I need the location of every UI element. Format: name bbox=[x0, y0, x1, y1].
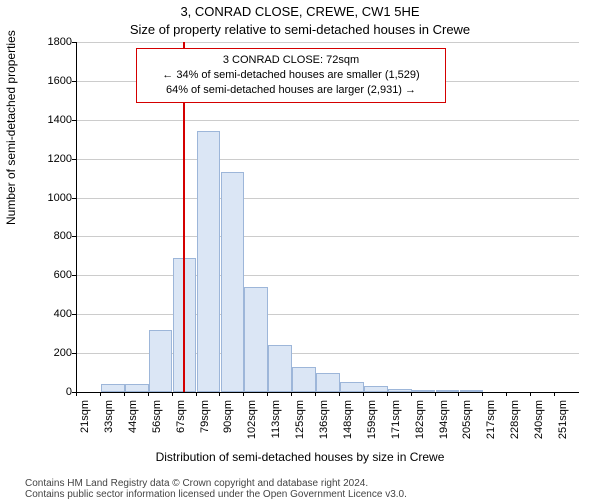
x-tick-label: 125sqm bbox=[295, 400, 306, 448]
x-tick-label: 90sqm bbox=[223, 400, 234, 448]
x-tick-label: 102sqm bbox=[247, 400, 258, 448]
y-tick-label: 400 bbox=[22, 309, 72, 320]
x-tick bbox=[363, 392, 364, 396]
y-tick bbox=[72, 275, 76, 276]
histogram-bar bbox=[412, 390, 436, 392]
chart-root: 3, CONRAD CLOSE, CREWE, CW1 5HE Size of … bbox=[0, 0, 600, 500]
y-tick-label: 1000 bbox=[22, 193, 72, 204]
y-tick-label: 1400 bbox=[22, 115, 72, 126]
x-tick-label: 240sqm bbox=[534, 400, 545, 448]
x-tick bbox=[411, 392, 412, 396]
y-tick bbox=[72, 314, 76, 315]
attribution-line: Contains public sector information licen… bbox=[25, 489, 407, 500]
annotation-line: ← 34% of semi-detached houses are smalle… bbox=[145, 68, 437, 83]
y-tick-label: 600 bbox=[22, 270, 72, 281]
histogram-bar bbox=[268, 345, 292, 392]
attribution-text: Contains HM Land Registry data © Crown c… bbox=[25, 478, 407, 500]
x-tick bbox=[243, 392, 244, 396]
gridline bbox=[77, 159, 579, 160]
histogram-bar bbox=[340, 382, 364, 392]
x-tick-label: 171sqm bbox=[391, 400, 402, 448]
x-tick bbox=[506, 392, 507, 396]
y-tick bbox=[72, 236, 76, 237]
gridline bbox=[77, 275, 579, 276]
histogram-bar bbox=[221, 172, 245, 392]
histogram-bar bbox=[244, 287, 268, 392]
x-tick bbox=[291, 392, 292, 396]
histogram-bar bbox=[125, 384, 149, 392]
x-tick-label: 21sqm bbox=[80, 400, 91, 448]
x-tick bbox=[435, 392, 436, 396]
x-tick bbox=[100, 392, 101, 396]
x-tick-label: 217sqm bbox=[486, 400, 497, 448]
x-tick-label: 33sqm bbox=[104, 400, 115, 448]
histogram-bar bbox=[364, 386, 388, 392]
x-tick bbox=[172, 392, 173, 396]
x-tick bbox=[315, 392, 316, 396]
histogram-bar bbox=[101, 384, 125, 392]
histogram-bar bbox=[316, 373, 340, 392]
x-tick-label: 159sqm bbox=[367, 400, 378, 448]
annotation-box: 3 CONRAD CLOSE: 72sqm← 34% of semi-detac… bbox=[136, 48, 446, 103]
x-tick bbox=[458, 392, 459, 396]
x-tick bbox=[339, 392, 340, 396]
histogram-bar bbox=[436, 390, 460, 392]
x-tick-label: 228sqm bbox=[510, 400, 521, 448]
gridline bbox=[77, 314, 579, 315]
y-tick bbox=[72, 159, 76, 160]
chart-title: 3, CONRAD CLOSE, CREWE, CW1 5HE bbox=[0, 4, 600, 19]
chart-subtitle: Size of property relative to semi-detach… bbox=[0, 22, 600, 37]
x-tick-label: 136sqm bbox=[319, 400, 330, 448]
x-tick bbox=[267, 392, 268, 396]
x-tick bbox=[530, 392, 531, 396]
gridline bbox=[77, 42, 579, 43]
x-axis-label: Distribution of semi-detached houses by … bbox=[0, 450, 600, 464]
histogram-bar bbox=[149, 330, 173, 392]
y-tick bbox=[72, 353, 76, 354]
x-tick-label: 79sqm bbox=[200, 400, 211, 448]
y-tick bbox=[72, 81, 76, 82]
histogram-bar bbox=[460, 390, 484, 392]
x-tick bbox=[124, 392, 125, 396]
x-tick bbox=[482, 392, 483, 396]
x-tick bbox=[219, 392, 220, 396]
x-tick-label: 205sqm bbox=[462, 400, 473, 448]
annotation-line: 3 CONRAD CLOSE: 72sqm bbox=[145, 53, 437, 68]
y-tick-label: 200 bbox=[22, 348, 72, 359]
x-tick bbox=[196, 392, 197, 396]
y-tick-label: 1800 bbox=[22, 37, 72, 48]
x-tick-label: 44sqm bbox=[128, 400, 139, 448]
x-tick bbox=[387, 392, 388, 396]
y-tick-label: 1200 bbox=[22, 154, 72, 165]
y-tick bbox=[72, 198, 76, 199]
x-tick-label: 148sqm bbox=[343, 400, 354, 448]
x-tick-label: 113sqm bbox=[271, 400, 282, 448]
gridline bbox=[77, 236, 579, 237]
histogram-bar bbox=[388, 389, 412, 392]
y-axis-label: Number of semi-detached properties bbox=[4, 30, 18, 225]
y-tick-label: 800 bbox=[22, 231, 72, 242]
y-tick bbox=[72, 42, 76, 43]
y-tick bbox=[72, 120, 76, 121]
histogram-bar bbox=[292, 367, 316, 392]
x-tick-label: 251sqm bbox=[558, 400, 569, 448]
gridline bbox=[77, 120, 579, 121]
y-tick-label: 0 bbox=[22, 387, 72, 398]
x-tick-label: 56sqm bbox=[152, 400, 163, 448]
x-tick bbox=[148, 392, 149, 396]
attribution-line: Contains HM Land Registry data © Crown c… bbox=[25, 478, 407, 489]
x-tick-label: 182sqm bbox=[415, 400, 426, 448]
annotation-line: 64% of semi-detached houses are larger (… bbox=[145, 83, 437, 98]
x-tick bbox=[554, 392, 555, 396]
x-tick-label: 194sqm bbox=[439, 400, 450, 448]
histogram-bar bbox=[197, 131, 221, 392]
y-tick-label: 1600 bbox=[22, 76, 72, 87]
x-tick bbox=[76, 392, 77, 396]
gridline bbox=[77, 198, 579, 199]
x-tick-label: 67sqm bbox=[176, 400, 187, 448]
